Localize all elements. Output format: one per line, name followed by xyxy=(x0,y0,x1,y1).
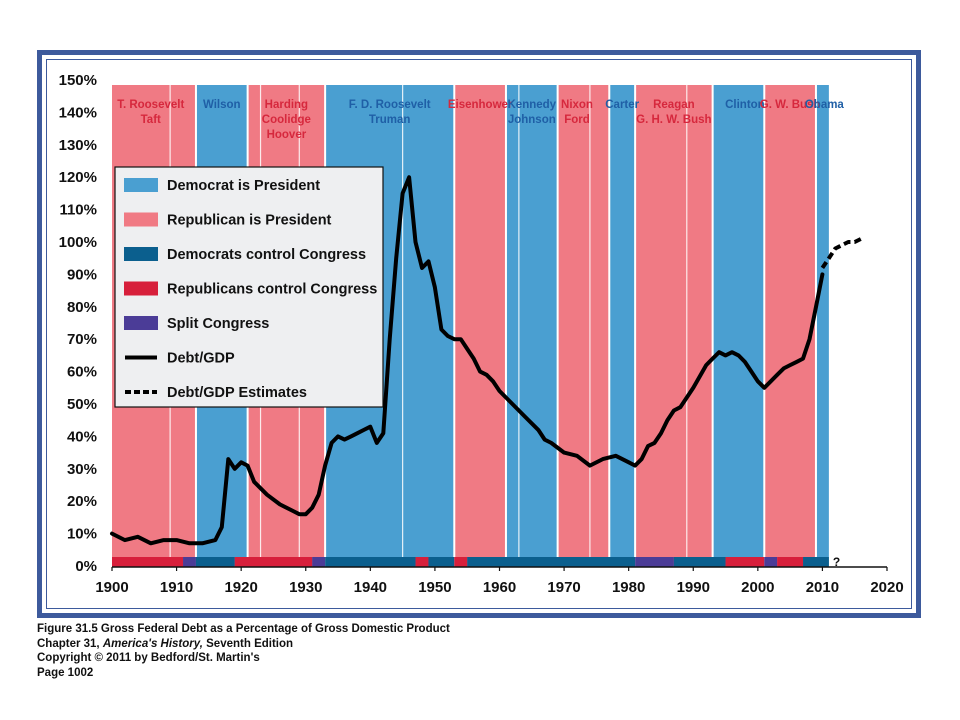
debt-gdp-line xyxy=(110,175,825,546)
caption-copyright: Copyright © 2011 by Bedford/St. Martin's xyxy=(37,652,260,664)
caption-chapter: Chapter 31, America's History, Seventh E… xyxy=(37,637,450,652)
president-label: Harding xyxy=(265,99,308,111)
congress-segment xyxy=(673,557,726,567)
legend-label: Debt/GDP Estimates xyxy=(167,385,307,401)
y-tick-label: 90% xyxy=(67,266,97,283)
y-tick-label: 140% xyxy=(59,104,97,121)
presidency-band xyxy=(505,85,558,566)
congress-segment xyxy=(428,557,455,567)
y-tick-label: 100% xyxy=(59,234,97,251)
president-label: G. W. Bush xyxy=(760,99,821,111)
y-tick-label: 30% xyxy=(67,461,97,478)
y-tick-label: 10% xyxy=(67,526,97,543)
president-label: Clinton xyxy=(725,99,765,111)
caption-chapter-prefix: Chapter 31, xyxy=(37,637,103,650)
congress-segment xyxy=(467,557,636,567)
congress-segment xyxy=(454,557,468,567)
x-tick-label: 1980 xyxy=(612,579,645,596)
legend-swatch xyxy=(124,212,158,227)
caption-title: Figure 31.5 Gross Federal Debt as a Perc… xyxy=(37,623,450,635)
figure-caption: Figure 31.5 Gross Federal Debt as a Perc… xyxy=(37,622,450,680)
presidency-band xyxy=(712,85,765,566)
president-label: Kennedy xyxy=(508,99,557,111)
president-label: F. D. Roosevelt xyxy=(349,99,431,111)
y-tick-label: 130% xyxy=(59,137,97,154)
congress-segment xyxy=(415,557,429,567)
president-label: Taft xyxy=(141,114,161,126)
y-tick-label: 80% xyxy=(67,299,97,316)
x-tick-label: 1950 xyxy=(418,579,451,596)
x-tick-label: 2010 xyxy=(806,579,839,596)
presidency-band xyxy=(764,85,816,566)
legend-box xyxy=(114,166,384,408)
congress-segment xyxy=(635,557,674,567)
president-label: Truman xyxy=(369,114,411,126)
president-label: Johnson xyxy=(508,114,556,126)
president-label: Wilson xyxy=(203,99,241,111)
y-tick-label: 40% xyxy=(67,428,97,445)
legend-label: Democrats control Congress xyxy=(167,247,366,263)
legend-swatch xyxy=(124,178,158,192)
x-tick-label: 1940 xyxy=(354,579,387,596)
x-tick-label: 1930 xyxy=(289,579,322,596)
y-tick-label: 150% xyxy=(59,72,97,89)
president-label: Obama xyxy=(805,99,845,111)
congress-segment xyxy=(777,557,804,567)
congress-segment xyxy=(803,557,829,567)
congress-segment xyxy=(312,557,326,567)
legend-swatch xyxy=(124,316,158,330)
presidency-band xyxy=(454,85,506,566)
congress-segment xyxy=(325,557,416,567)
caption-book-title: America's History, xyxy=(102,637,203,650)
president-label: Eisenhower xyxy=(448,99,513,111)
x-tick-label: 2000 xyxy=(741,579,774,596)
legend-label: Republican is President xyxy=(167,213,332,229)
presidency-band xyxy=(557,85,610,566)
congress-segment xyxy=(725,557,765,567)
congress-segment xyxy=(764,557,778,567)
legend-label: Split Congress xyxy=(167,316,269,332)
presidency-band xyxy=(815,85,829,566)
caption-edition: Seventh Edition xyxy=(202,637,294,650)
legend-label: Republicans control Congress xyxy=(167,282,377,298)
x-tick-label: 2020 xyxy=(870,579,903,596)
president-label: Coolidge xyxy=(262,114,311,126)
congress-segment xyxy=(234,557,313,567)
x-tick-label: 1910 xyxy=(160,579,193,596)
y-tick-label: 110% xyxy=(59,202,97,219)
legend-swatch xyxy=(124,247,158,261)
figure-inner-border xyxy=(46,59,912,609)
x-tick-label: 1990 xyxy=(677,579,710,596)
y-tick-label: 20% xyxy=(67,493,97,510)
legend-label: Debt/GDP xyxy=(167,351,235,367)
y-tick-label: 60% xyxy=(67,364,97,381)
y-tick-label: 120% xyxy=(59,169,97,186)
president-label: Reagan xyxy=(653,99,695,111)
x-tick-label: 1960 xyxy=(483,579,516,596)
y-tick-label: 70% xyxy=(67,331,97,348)
presidency-band xyxy=(635,85,713,566)
y-tick-label: 50% xyxy=(67,396,97,413)
caption-page: Page 1002 xyxy=(37,666,94,679)
legend-label: Democrat is President xyxy=(167,178,320,194)
congress-segment xyxy=(195,557,235,567)
president-label: Ford xyxy=(564,114,590,126)
president-label: G. H. W. Bush xyxy=(636,114,711,126)
president-label: T. Roosevelt xyxy=(117,99,184,111)
president-label: Hoover xyxy=(267,129,307,141)
president-label: Nixon xyxy=(561,99,593,111)
legend-swatch xyxy=(124,281,158,296)
unknown-congress-mark: ? xyxy=(833,555,840,569)
president-label: Carter xyxy=(605,99,639,111)
congress-segment xyxy=(112,557,184,567)
x-tick-label: 1920 xyxy=(224,579,257,596)
x-tick-label: 1970 xyxy=(547,579,580,596)
presidency-band xyxy=(609,85,636,566)
y-tick-label: 0% xyxy=(75,558,97,575)
congress-segment xyxy=(183,557,196,567)
x-tick-label: 1900 xyxy=(95,579,128,596)
